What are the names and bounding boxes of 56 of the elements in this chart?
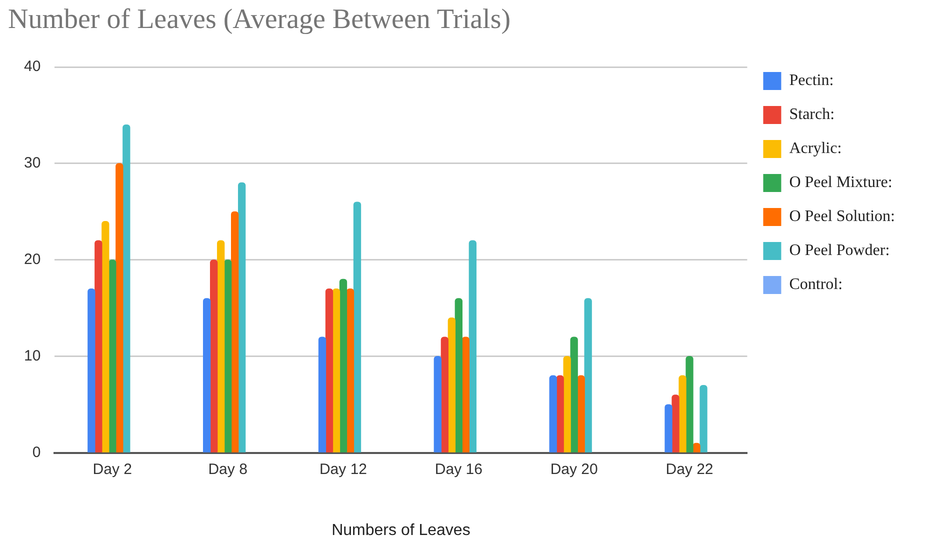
bar (563, 356, 571, 452)
bar (339, 278, 348, 452)
bar (325, 288, 334, 452)
bar (202, 298, 211, 452)
legend-label: Starch: (789, 106, 835, 124)
bar (584, 298, 592, 452)
bar (102, 220, 110, 452)
bar (116, 163, 124, 452)
bar (440, 336, 448, 452)
bar (318, 336, 326, 452)
bar (454, 298, 462, 452)
x-axis-title: Numbers of Leaves (332, 522, 470, 539)
chart-title: Number of Leaves (Average Between Trials) (8, 4, 511, 36)
bar (664, 404, 672, 452)
x-tick-label: Day 8 (208, 460, 248, 478)
bar (210, 260, 218, 452)
bar (686, 356, 694, 452)
legend-label: Pectin: (789, 72, 834, 90)
bar (346, 288, 354, 452)
bar (122, 124, 130, 452)
y-tick-label: 0 (32, 444, 41, 461)
y-tick-label: 20 (24, 251, 41, 268)
y-tick-label: 10 (24, 347, 41, 364)
legend-label: O Peel Mixture: (789, 174, 892, 192)
bar (216, 240, 225, 452)
bar (570, 336, 578, 452)
bar (224, 260, 232, 452)
bar (448, 317, 456, 452)
bar (556, 375, 564, 452)
bar (700, 384, 708, 452)
x-tick-label: Day 20 (550, 460, 598, 478)
legend-label: Control: (789, 276, 843, 294)
y-tick-label: 40 (24, 58, 41, 76)
legend-label: Acrylic: (789, 140, 842, 158)
bar (678, 375, 686, 452)
bar (238, 182, 246, 452)
bar (692, 442, 700, 452)
bar (353, 202, 362, 452)
bar (434, 356, 442, 452)
bar (94, 240, 102, 452)
y-tick-label: 30 (24, 154, 41, 172)
bar (549, 375, 557, 452)
legend-label: O Peel Solution: (789, 208, 895, 226)
bar (468, 240, 476, 452)
bar (577, 375, 585, 452)
x-tick-label: Day 22 (666, 460, 714, 478)
bar (108, 260, 116, 452)
legend-label: O Peel Powder: (789, 242, 890, 260)
bar (672, 394, 680, 452)
x-tick-label: Day 12 (319, 460, 368, 478)
bar (88, 288, 96, 452)
bar (332, 288, 340, 452)
x-tick-label: Day 16 (434, 460, 482, 478)
x-tick-label: Day 2 (92, 460, 132, 478)
bar (230, 211, 239, 452)
bar (462, 336, 470, 452)
